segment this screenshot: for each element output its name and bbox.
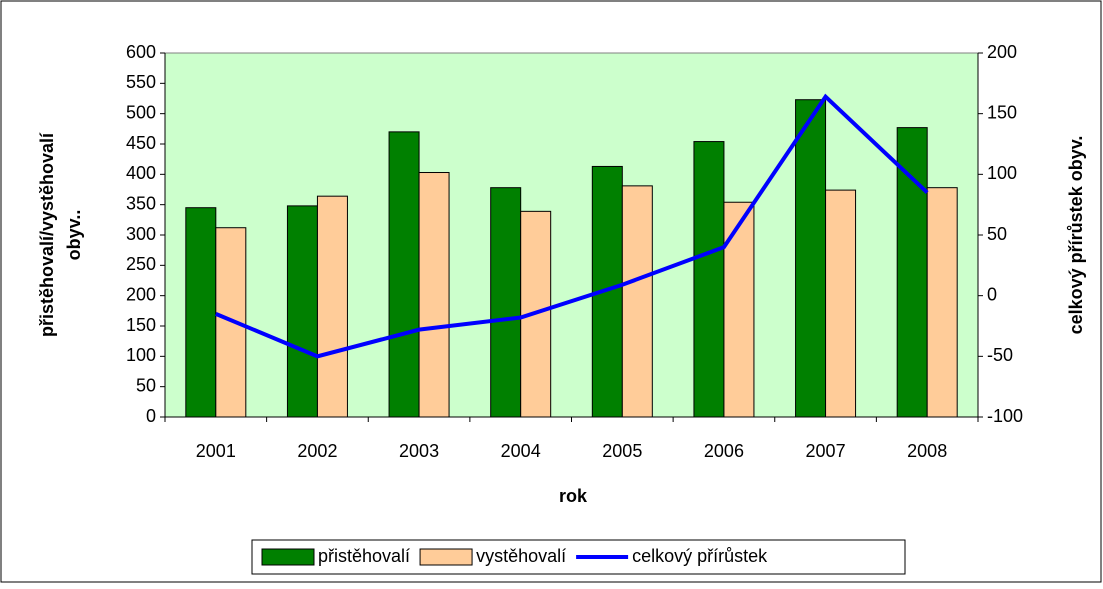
x-tick-label: 2008 bbox=[907, 441, 947, 461]
line bbox=[215, 93, 929, 359]
y-axis-label: obyv.. bbox=[64, 210, 84, 261]
x-tick-label: 2003 bbox=[399, 441, 439, 461]
y-tick-label: 100 bbox=[126, 345, 156, 365]
y2-tick-label: -100 bbox=[987, 406, 1023, 426]
y-tick-label: 150 bbox=[126, 315, 156, 335]
y-tick-label: 600 bbox=[126, 42, 156, 62]
bar bbox=[388, 131, 420, 418]
y-tick-label: 550 bbox=[126, 72, 156, 92]
bar bbox=[316, 195, 348, 418]
y-tick-label: 50 bbox=[136, 375, 156, 395]
y-tick-label: 300 bbox=[126, 224, 156, 244]
bar bbox=[693, 141, 725, 418]
y2-tick-label: 0 bbox=[987, 284, 997, 304]
legend-swatch bbox=[419, 548, 473, 566]
bar bbox=[825, 189, 857, 418]
x-tick-label: 2002 bbox=[297, 441, 337, 461]
bar bbox=[418, 172, 450, 418]
x-tick-label: 2006 bbox=[704, 441, 744, 461]
y-tick-label: 400 bbox=[126, 163, 156, 183]
x-tick-label: 2007 bbox=[806, 441, 846, 461]
y-tick-label: 200 bbox=[126, 284, 156, 304]
x-tick-label: 2005 bbox=[602, 441, 642, 461]
bar bbox=[185, 207, 217, 418]
bar bbox=[795, 99, 827, 418]
y-tick-label: 350 bbox=[126, 193, 156, 213]
legend-label: přistěhovalí bbox=[318, 546, 410, 566]
bar bbox=[490, 187, 522, 418]
y-axis-label: přistěhovalí/vystěhovalí bbox=[37, 132, 57, 337]
bar bbox=[926, 187, 958, 418]
legend-label: celkový přírůstek bbox=[632, 546, 768, 566]
y2-tick-label: -50 bbox=[987, 345, 1013, 365]
x-tick-label: 2004 bbox=[501, 441, 541, 461]
x-tick-label: 2001 bbox=[196, 441, 236, 461]
y-tick-label: 500 bbox=[126, 102, 156, 122]
bar bbox=[621, 185, 653, 418]
y-tick-label: 450 bbox=[126, 133, 156, 153]
legend-swatch bbox=[261, 548, 315, 566]
y-tick-label: 250 bbox=[126, 254, 156, 274]
bar bbox=[286, 205, 318, 418]
y2-tick-label: 200 bbox=[987, 42, 1017, 62]
y2-axis-label: celkový přírůstek obyv. bbox=[1066, 136, 1086, 335]
y2-tick-label: 100 bbox=[987, 163, 1017, 183]
y-tick-label: 0 bbox=[146, 406, 156, 426]
y2-tick-label: 50 bbox=[987, 224, 1007, 244]
x-axis-label: rok bbox=[559, 486, 588, 506]
bar bbox=[723, 201, 755, 418]
legend-label: vystěhovalí bbox=[476, 546, 566, 566]
y2-tick-label: 150 bbox=[987, 102, 1017, 122]
